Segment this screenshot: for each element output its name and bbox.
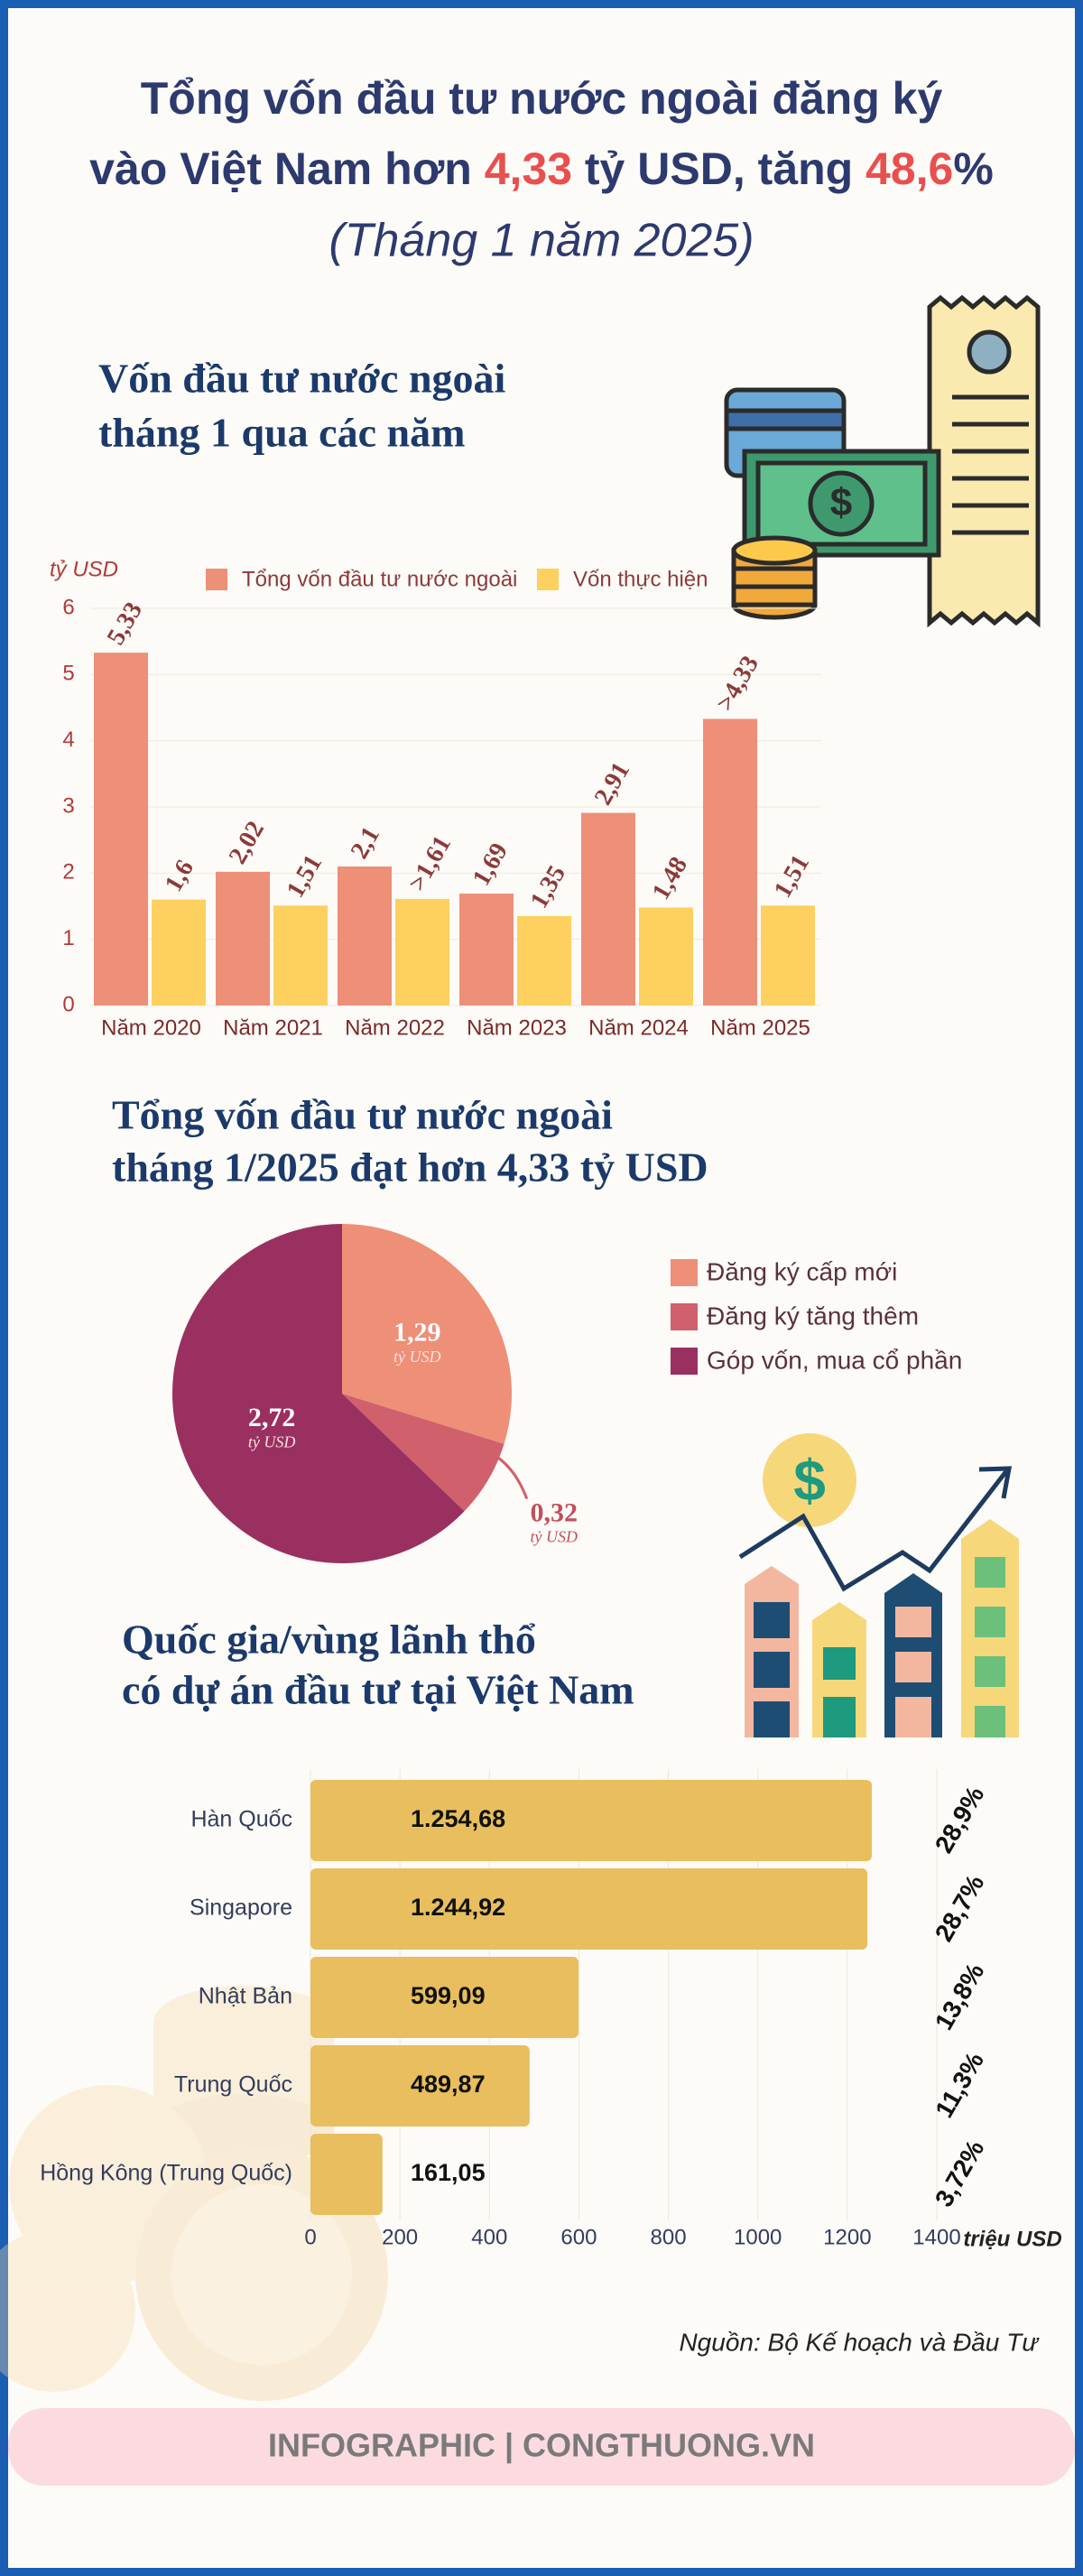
x-tick-label: 600 (560, 2225, 597, 2249)
title-text: tỷ USD, tăng (572, 144, 865, 194)
legend-swatch (671, 1348, 698, 1375)
charts: Vốn đầu tư nước ngoài tháng 1 qua các năm… (40, 356, 1061, 2252)
bar (94, 653, 148, 1005)
bar (152, 899, 206, 1005)
value-label: 161,05 (411, 2159, 486, 2186)
bar (581, 812, 635, 1005)
x-tick-label: 400 (471, 2225, 507, 2249)
pie-value-unit: tỷ USD (530, 1528, 578, 1546)
bar (310, 2134, 383, 2215)
x-tick-label: 1400 (912, 2225, 960, 2249)
bar (459, 894, 514, 1005)
legend-swatch (206, 569, 227, 590)
title-line: Tổng vốn đầu tư nước ngoài đăng ký (141, 73, 943, 124)
y-tick-label: Hồng Kông (Trung Quốc) (40, 2161, 292, 2186)
bar (310, 1957, 579, 2038)
svg-text:$: $ (830, 481, 852, 525)
growth-illustration: $ (738, 1433, 1019, 1737)
legend-swatch (671, 1303, 698, 1330)
bar (310, 1780, 872, 1861)
y-axis-label: tỷ USD (50, 557, 118, 581)
y-tick-label: 6 (62, 595, 74, 619)
legend-swatch (671, 1259, 698, 1286)
bar (338, 866, 392, 1005)
y-tick-label: Trung Quốc (174, 2072, 292, 2098)
bar (310, 1868, 868, 1950)
pie-value-label: 2,72 (248, 1403, 296, 1432)
x-tick-label: Năm 2023 (467, 1015, 567, 1040)
section-title: Quốc gia/vùng lãnh thổ (122, 1617, 536, 1663)
background (8, 8, 1075, 2568)
pie-value-unit: tỷ USD (393, 1348, 441, 1366)
y-tick-label: 1 (62, 926, 74, 950)
y-tick-label: Hàn Quốc (190, 1807, 292, 1832)
title-line: vào Việt Nam hơn 4,33 tỷ USD, tăng 48,6% (89, 144, 994, 194)
title-highlight: 48,6 (865, 144, 953, 194)
x-tick-label: Năm 2021 (223, 1015, 323, 1040)
bar (216, 871, 270, 1005)
legend-label: Vốn thực hiện (573, 567, 708, 591)
banner-text: INFOGRAPHIC | CONGTHUONG.VN (268, 2427, 815, 2465)
value-label: 489,87 (411, 2071, 486, 2098)
bar (395, 898, 449, 1005)
y-tick-label: Singapore (190, 1895, 292, 1921)
title-text: vào Việt Nam hơn (89, 144, 485, 194)
section-title: Vốn đầu tư nước ngoài (98, 356, 506, 402)
legend-label: Góp vốn, mua cổ phần (707, 1346, 962, 1374)
y-tick-label: 0 (62, 992, 74, 1016)
legend-label: Tổng vốn đầu tư nước ngoài (242, 567, 517, 591)
title-highlight: 4,33 (485, 144, 572, 194)
title-text: % (953, 144, 993, 194)
y-tick-label: 5 (62, 662, 74, 686)
x-axis-label: triệu USD (963, 2227, 1061, 2251)
bar (310, 2045, 530, 2127)
y-tick-label: 2 (62, 860, 74, 885)
label-arrow (440, 1443, 529, 1500)
pie-value-label: 1,29 (393, 1318, 441, 1348)
footer-banner (8, 2408, 1075, 2486)
section-title: Tổng vốn đầu tư nước ngoài (112, 1092, 613, 1138)
pie-value-label: 0,32 (530, 1497, 578, 1527)
value-label: 1.254,68 (411, 1805, 505, 1832)
money-illustration: $ (724, 294, 1041, 628)
pie-slice (342, 1224, 512, 1444)
legend-label: Đăng ký tăng thêm (707, 1302, 919, 1330)
x-tick-label: Năm 2020 (101, 1015, 201, 1040)
y-tick-label: 3 (62, 793, 74, 818)
value-label: 599,09 (411, 1982, 486, 2009)
value-label: 1.244,92 (411, 1894, 505, 1921)
legend-label: Đăng ký cấp mới (707, 1257, 897, 1285)
x-tick-label: Năm 2024 (588, 1015, 689, 1040)
bar (273, 905, 328, 1005)
title-text: Tổng vốn đầu tư nước ngoài đăng ký (141, 73, 943, 124)
pie-slice (342, 1394, 504, 1512)
x-tick-label: 1000 (734, 2225, 782, 2249)
subtitle: (Tháng 1 năm 2025) (329, 215, 754, 267)
pie-value-unit: tỷ USD (248, 1432, 296, 1450)
bar (761, 905, 815, 1005)
bar (639, 907, 693, 1005)
y-tick-label: 4 (62, 727, 74, 752)
svg-text:$: $ (793, 1448, 826, 1513)
section-title: tháng 1/2025 đạt hơn 4,33 tỷ USD (112, 1144, 708, 1191)
y-tick-label: Nhật Bản (199, 1984, 292, 2009)
bar (703, 718, 757, 1005)
source: Nguồn: Bộ Kế hoạch và Đầu Tư (679, 2328, 1040, 2356)
x-tick-label: Năm 2025 (710, 1015, 810, 1040)
x-tick-label: 200 (382, 2225, 418, 2249)
x-tick-label: 800 (651, 2225, 687, 2249)
legend-swatch (537, 569, 559, 590)
section-title: có dự án đầu tư tại Việt Nam (122, 1667, 634, 1713)
section-title: tháng 1 qua các năm (98, 410, 465, 456)
bar (517, 916, 571, 1005)
x-tick-label: 0 (304, 2225, 316, 2249)
pie-slice (172, 1224, 465, 1563)
x-tick-label: Năm 2022 (345, 1015, 445, 1040)
x-tick-label: 1200 (823, 2225, 871, 2249)
